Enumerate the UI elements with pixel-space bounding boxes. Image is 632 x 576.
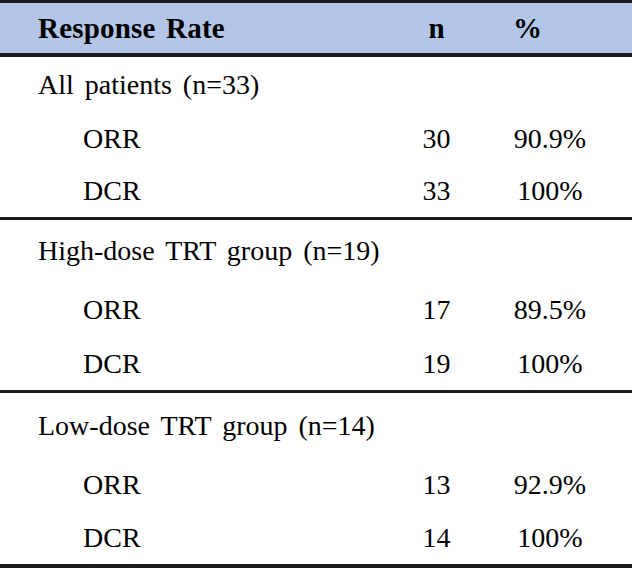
metric-label: DCR: [0, 165, 385, 217]
section-label: Low-dose TRT group (n=14): [0, 393, 385, 459]
table-row-dcr: DCR 14 100%: [0, 511, 632, 564]
percent-value: 89.5%: [488, 282, 612, 338]
table-row-orr: ORR 17 89.5%: [0, 282, 632, 338]
empty-cell: [612, 511, 632, 564]
table-row-orr: ORR 30 90.9%: [0, 112, 632, 165]
percent-value: 92.9%: [488, 459, 612, 511]
section-heading-row: Low-dose TRT group (n=14): [0, 393, 632, 459]
empty-cell: [488, 393, 612, 459]
empty-cell: [385, 57, 488, 112]
metric-label: ORR: [0, 112, 385, 165]
empty-cell: [612, 57, 632, 112]
section-heading-row: All patients (n=33): [0, 57, 632, 112]
n-value: 14: [385, 511, 488, 564]
percent-value: 100%: [488, 338, 612, 390]
empty-cell: [385, 220, 488, 282]
empty-cell: [612, 112, 632, 165]
empty-cell: [488, 57, 612, 112]
section-label: High-dose TRT group (n=19): [0, 220, 385, 282]
section-all-patients: All patients (n=33) ORR 30 90.9% DCR 33 …: [0, 57, 632, 220]
metric-label: DCR: [0, 511, 385, 564]
empty-cell: [612, 220, 632, 282]
section-label: All patients (n=33): [0, 57, 385, 112]
percent-value: 100%: [488, 511, 612, 564]
metric-label: ORR: [0, 459, 385, 511]
percent-value: 90.9%: [488, 112, 612, 165]
empty-cell: [612, 338, 632, 390]
empty-cell: [488, 220, 612, 282]
empty-cell: [612, 393, 632, 459]
section-heading-row: High-dose TRT group (n=19): [0, 220, 632, 282]
n-value: 13: [385, 459, 488, 511]
empty-cell: [612, 459, 632, 511]
empty-cell: [612, 165, 632, 217]
table-row-orr: ORR 13 92.9%: [0, 459, 632, 511]
header-filler-cell: [612, 3, 632, 53]
section-low-dose-trt: Low-dose TRT group (n=14) ORR 13 92.9% D…: [0, 393, 632, 568]
metric-label: DCR: [0, 338, 385, 390]
table-row-dcr: DCR 33 100%: [0, 165, 632, 217]
n-value: 30: [385, 112, 488, 165]
section-high-dose-trt: High-dose TRT group (n=19) ORR 17 89.5% …: [0, 220, 632, 393]
empty-cell: [612, 282, 632, 338]
n-value: 17: [385, 282, 488, 338]
percent-value: 100%: [488, 165, 612, 217]
response-rate-table: Response Rate n % All patients (n=33) OR…: [0, 0, 632, 568]
empty-cell: [385, 393, 488, 459]
metric-label: ORR: [0, 282, 385, 338]
column-header-n: n: [385, 3, 488, 53]
n-value: 33: [385, 165, 488, 217]
column-header-response-rate: Response Rate: [0, 3, 385, 53]
n-value: 19: [385, 338, 488, 390]
column-header-percent: %: [488, 3, 612, 53]
table-header-row: Response Rate n %: [0, 3, 632, 57]
table-row-dcr: DCR 19 100%: [0, 338, 632, 390]
screenshot-canvas: Response Rate n % All patients (n=33) OR…: [0, 0, 632, 576]
